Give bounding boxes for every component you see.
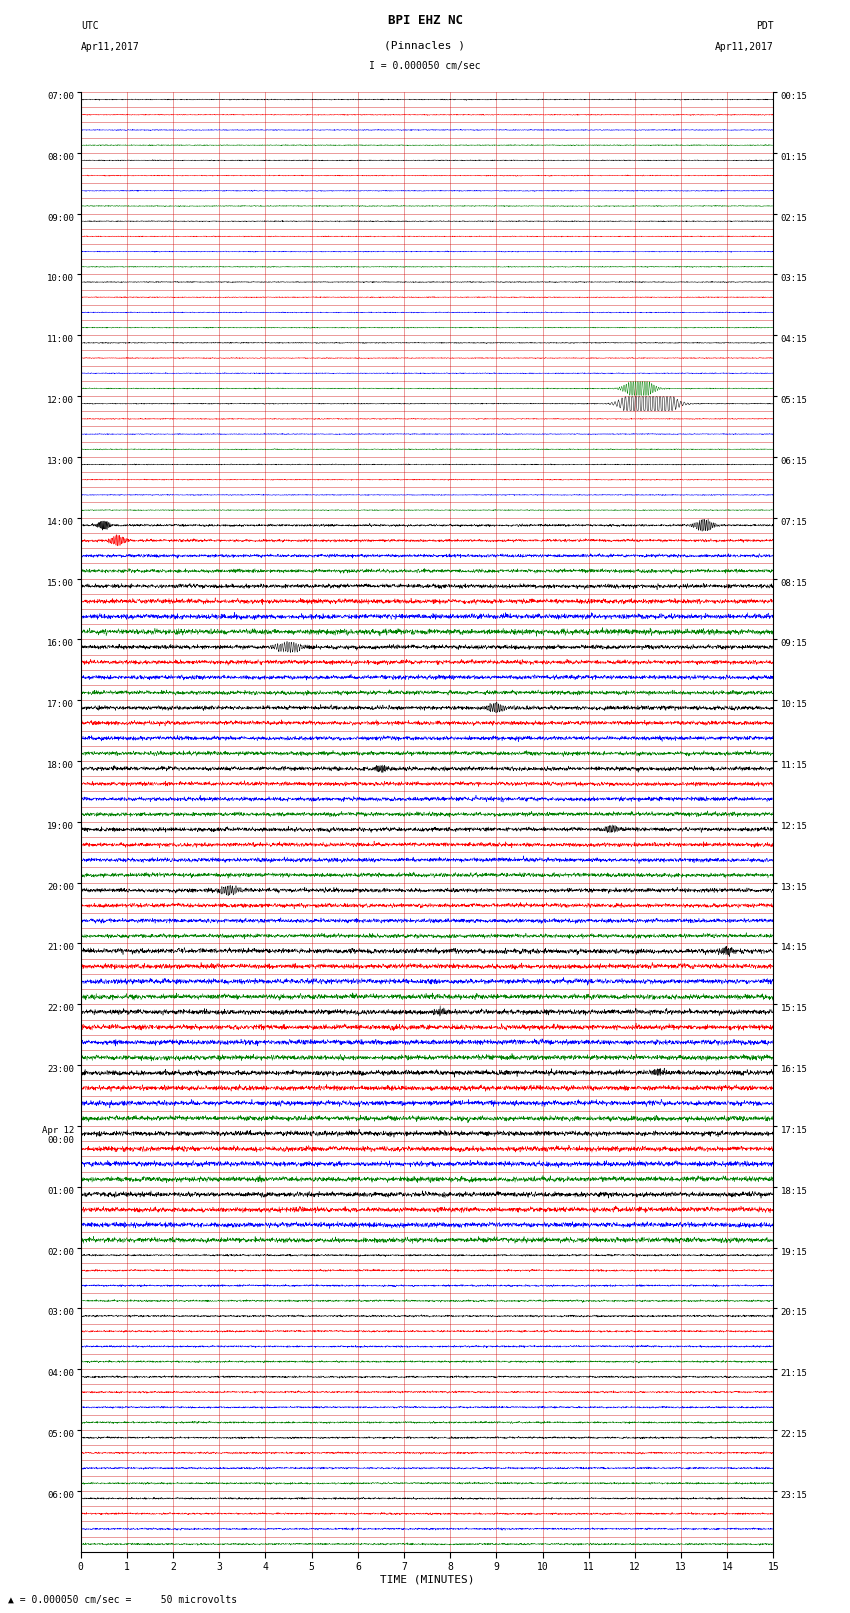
Text: Apr11,2017: Apr11,2017 bbox=[715, 42, 774, 52]
Text: ▲ = 0.000050 cm/sec =     50 microvolts: ▲ = 0.000050 cm/sec = 50 microvolts bbox=[8, 1595, 238, 1605]
Text: UTC: UTC bbox=[81, 21, 99, 31]
Text: Apr11,2017: Apr11,2017 bbox=[81, 42, 139, 52]
Text: I = 0.000050 cm/sec: I = 0.000050 cm/sec bbox=[369, 61, 481, 71]
Text: (Pinnacles ): (Pinnacles ) bbox=[384, 40, 466, 50]
Text: PDT: PDT bbox=[756, 21, 774, 31]
X-axis label: TIME (MINUTES): TIME (MINUTES) bbox=[380, 1574, 474, 1586]
Text: BPI EHZ NC: BPI EHZ NC bbox=[388, 15, 462, 27]
